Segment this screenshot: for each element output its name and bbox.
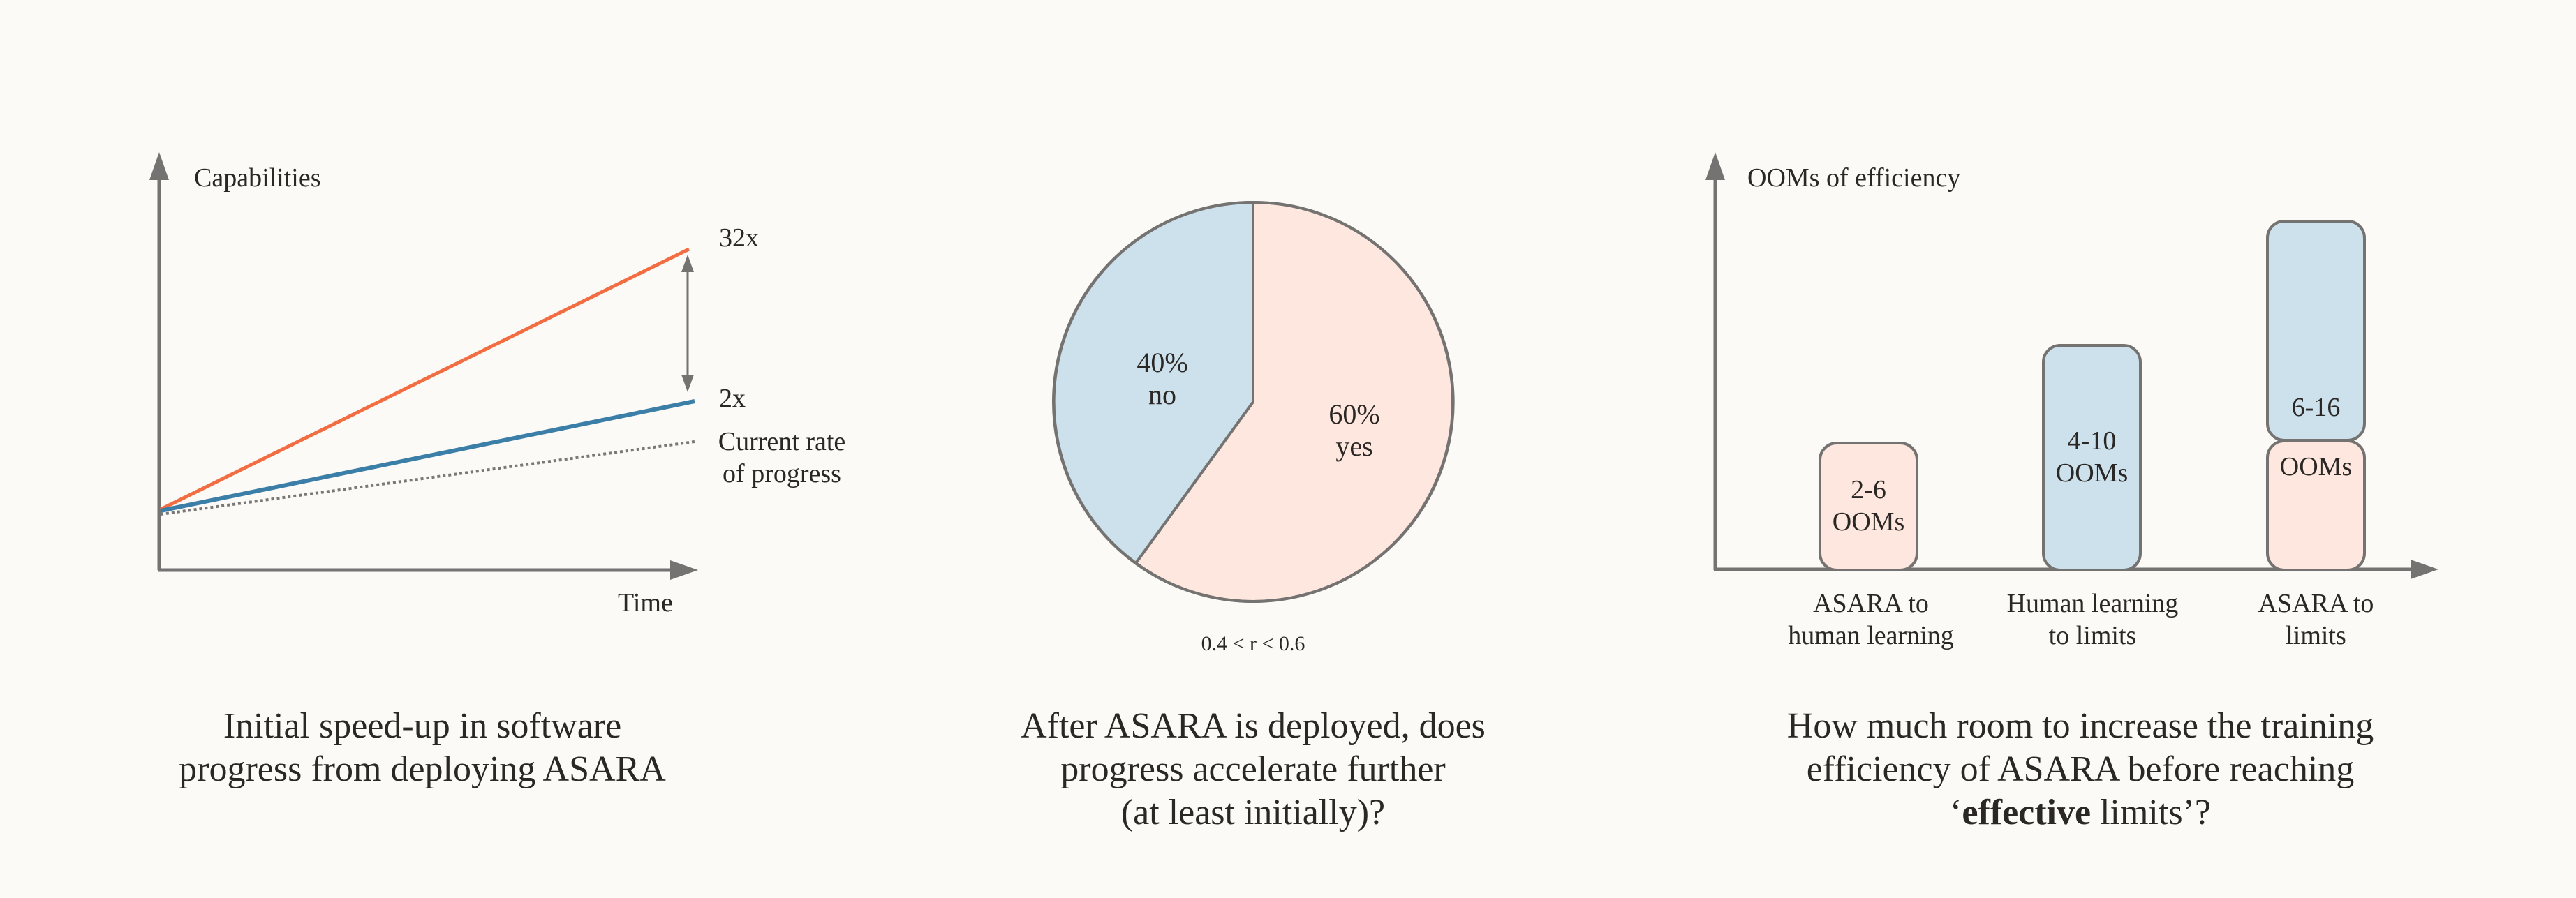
pie-chart bbox=[1052, 200, 1455, 603]
caption-panel2: After ASARA is deployed, does progress a… bbox=[1021, 706, 1486, 832]
arrow-down-icon bbox=[681, 375, 694, 392]
line-32x bbox=[159, 247, 690, 511]
range-note: 0.4 < r < 0.6 bbox=[1201, 632, 1305, 655]
x-axis-arrow-icon bbox=[670, 560, 698, 580]
label-current-rate: Current rate of progress bbox=[718, 427, 846, 488]
pie-label-yes: 60% yes bbox=[1328, 398, 1380, 462]
label-2x: 2x bbox=[719, 384, 746, 413]
panel1-axes bbox=[149, 152, 698, 580]
caption-panel3: How much room to increase the training e… bbox=[1786, 706, 2374, 832]
bar-label-asara-to-limits: ASARA to limits bbox=[2258, 589, 2374, 650]
label-32x: 32x bbox=[719, 223, 759, 253]
x-axis-arrow-icon bbox=[2411, 560, 2438, 579]
bar-label-asara-to-human: ASARA to human learning bbox=[1788, 589, 1954, 650]
panel1-lines bbox=[159, 247, 695, 516]
bar-asara-to-limits-lower: OOMs bbox=[2266, 440, 2366, 571]
x-axis-label: Time bbox=[618, 588, 673, 618]
bar-human-to-limits: 4-10 OOMs bbox=[2042, 344, 2142, 571]
caption-panel1: Initial speed-up in software progress fr… bbox=[179, 706, 666, 789]
line-2x bbox=[160, 399, 695, 513]
bar-asara-to-limits-upper: 6-16 bbox=[2266, 220, 2366, 442]
line-current-rate bbox=[160, 440, 695, 516]
arrow-up-icon bbox=[681, 255, 694, 272]
y-axis-label: OOMs of efficiency bbox=[1747, 163, 1961, 193]
y-axis-label: Capabilities bbox=[194, 163, 321, 193]
pie-label-no: 40% no bbox=[1137, 347, 1188, 410]
y-axis-arrow-icon bbox=[1705, 152, 1725, 180]
y-axis-arrow-icon bbox=[149, 152, 169, 180]
caption-emphasis: effective bbox=[1962, 793, 2092, 832]
bar-asara-to-human: 2-6 OOMs bbox=[1819, 442, 1918, 571]
bar-label-human-to-limits: Human learning to limits bbox=[2006, 589, 2179, 650]
